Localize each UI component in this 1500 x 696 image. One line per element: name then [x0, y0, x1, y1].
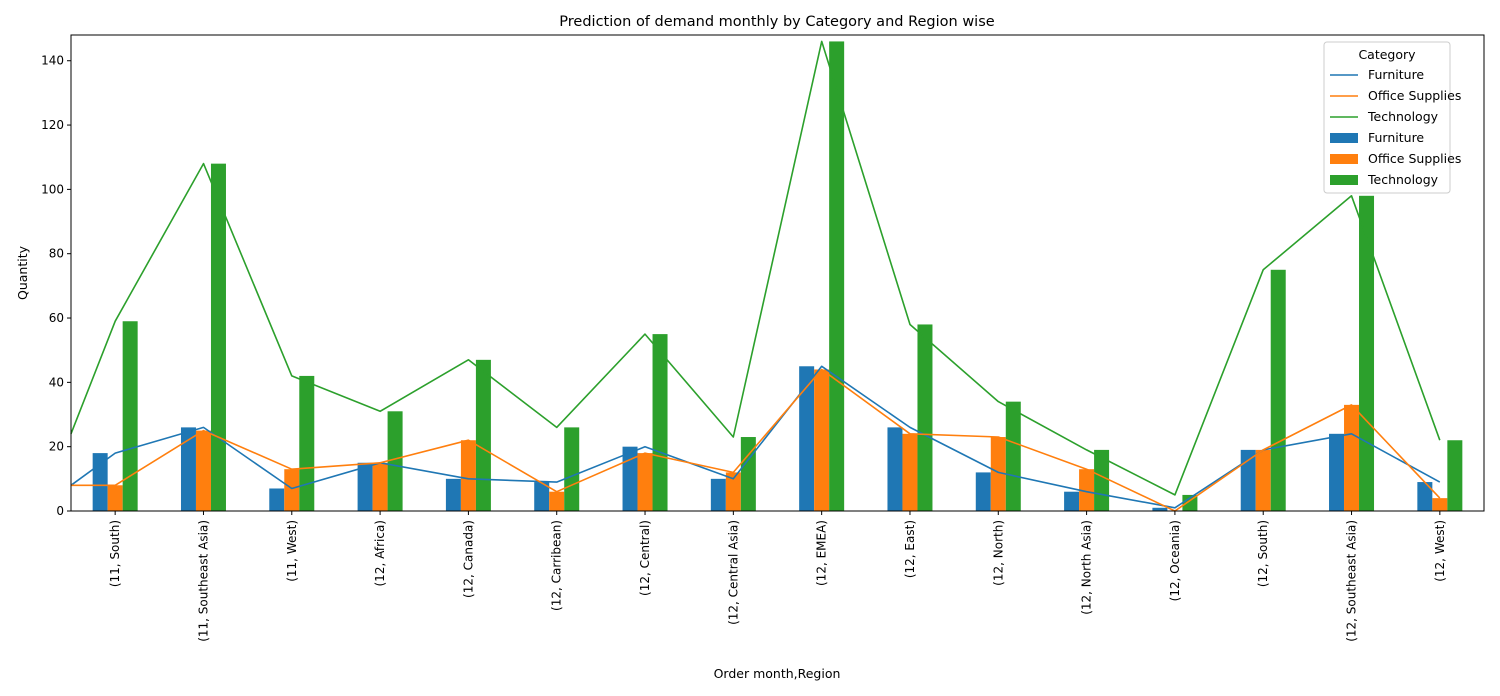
- legend-bar-label-2: Technology: [1367, 172, 1439, 187]
- bar-technology-8: [829, 41, 845, 511]
- bar-technology-3: [387, 411, 403, 511]
- bar-technology-13: [1270, 269, 1286, 511]
- bar-office-supplies-1: [195, 430, 211, 511]
- bar-furniture-0: [92, 453, 108, 511]
- y-tick-label-40: 40: [49, 375, 64, 389]
- y-tick-label-140: 140: [41, 54, 64, 68]
- bar-office-supplies-13: [1255, 449, 1271, 511]
- bars-layer: [92, 41, 1463, 512]
- y-tick-label-0: 0: [56, 504, 64, 518]
- bar-technology-4: [475, 359, 491, 511]
- legend: Category Furniture Office Supplies Technolo…: [1323, 41, 1461, 194]
- legend-bar-swatch-1: [1330, 154, 1358, 164]
- y-tick-label-20: 20: [49, 440, 64, 454]
- x-tick-label-9: (12, East): [903, 520, 917, 578]
- bar-furniture-6: [622, 446, 638, 511]
- bar-furniture-7: [710, 478, 726, 511]
- bar-office-supplies-14: [1344, 404, 1360, 511]
- bar-furniture-15: [1417, 482, 1433, 511]
- x-tick-label-1: (11, Southeast Asia): [196, 520, 210, 642]
- legend-bar-swatch-2: [1330, 175, 1358, 185]
- bar-office-supplies-7: [725, 472, 741, 511]
- bar-technology-14: [1359, 195, 1375, 512]
- lines-layer: [70, 40, 1441, 512]
- plot-frame: [70, 34, 1485, 512]
- legend-line-label-1: Office Supplies: [1368, 88, 1461, 103]
- x-tick-label-15: (12, West): [1433, 520, 1447, 582]
- bar-technology-1: [210, 163, 226, 511]
- line-furniture: [70, 365, 1441, 509]
- bar-office-supplies-9: [902, 433, 918, 511]
- y-tick-label-120: 120: [41, 118, 64, 132]
- legend-bar-label-0: Furniture: [1368, 130, 1424, 145]
- y-tick-label-80: 80: [49, 247, 64, 261]
- bar-furniture-12: [1152, 507, 1168, 511]
- x-tick-label-2: (11, West): [285, 520, 299, 582]
- y-axis-label: Quantity: [15, 245, 30, 300]
- bar-furniture-5: [534, 482, 550, 511]
- legend-bar-label-1: Office Supplies: [1368, 151, 1461, 166]
- line-technology: [70, 40, 1441, 496]
- bar-technology-11: [1094, 449, 1110, 511]
- bar-technology-9: [917, 324, 933, 511]
- bar-furniture-2: [269, 488, 285, 511]
- bar-technology-6: [652, 334, 668, 511]
- bar-office-supplies-11: [1079, 469, 1095, 511]
- x-tick-label-13: (12, South): [1256, 520, 1270, 587]
- axes-layer: 0 20 40 60 80 100 120 140 (11, South) (11, Southe…: [41, 34, 1485, 642]
- bar-furniture-1: [180, 427, 196, 511]
- bar-furniture-4: [445, 478, 461, 511]
- bar-office-supplies-0: [107, 485, 123, 511]
- x-tick-label-11: (12, North Asia): [1080, 520, 1094, 615]
- bar-technology-0: [122, 321, 138, 511]
- legend-bar-swatch-0: [1330, 133, 1358, 143]
- line-office-supplies: [71, 368, 1441, 512]
- bar-office-supplies-6: [637, 453, 653, 511]
- bar-furniture-8: [799, 366, 815, 511]
- bar-office-supplies-15: [1432, 498, 1448, 511]
- bar-furniture-3: [357, 462, 373, 511]
- bar-technology-2: [299, 375, 315, 511]
- chart-title: Prediction of demand monthly by Category…: [559, 14, 994, 30]
- bar-technology-15: [1447, 440, 1463, 511]
- x-tick-label-5: (12, Carribean): [550, 520, 564, 611]
- x-tick-label-7: (12, Central Asia): [726, 520, 740, 625]
- bar-office-supplies-4: [460, 440, 476, 511]
- x-tick-label-14: (12, Southeast Asia): [1345, 520, 1359, 642]
- bar-office-supplies-5: [549, 491, 565, 511]
- bar-technology-10: [1005, 401, 1021, 511]
- y-tick-label-60: 60: [49, 311, 64, 325]
- bar-furniture-13: [1240, 449, 1256, 511]
- bar-office-supplies-8: [814, 369, 830, 511]
- bar-office-supplies-10: [990, 437, 1006, 511]
- y-tick-label-100: 100: [41, 182, 64, 196]
- x-tick-label-0: (11, South): [108, 520, 122, 587]
- x-tick-label-4: (12, Canada): [461, 520, 475, 598]
- bar-furniture-10: [975, 472, 991, 511]
- legend-line-label-0: Furniture: [1368, 67, 1424, 82]
- x-axis-label: Order month,Region: [714, 666, 841, 681]
- legend-title: Category: [1358, 47, 1416, 62]
- legend-line-label-2: Technology: [1367, 109, 1439, 124]
- x-tick-label-6: (12, Central): [638, 520, 652, 596]
- x-tick-label-8: (12, EMEA): [815, 520, 829, 586]
- bar-furniture-14: [1329, 433, 1345, 511]
- bar-furniture-9: [887, 427, 903, 511]
- bar-technology-5: [564, 427, 580, 511]
- x-tick-label-12: (12, Oceania): [1168, 520, 1182, 601]
- bar-office-supplies-3: [372, 462, 388, 511]
- bar-furniture-11: [1064, 491, 1080, 511]
- x-tick-label-10: (12, North): [991, 520, 1005, 586]
- x-tick-label-3: (12, Africa): [373, 520, 387, 587]
- bar-office-supplies-2: [284, 469, 300, 511]
